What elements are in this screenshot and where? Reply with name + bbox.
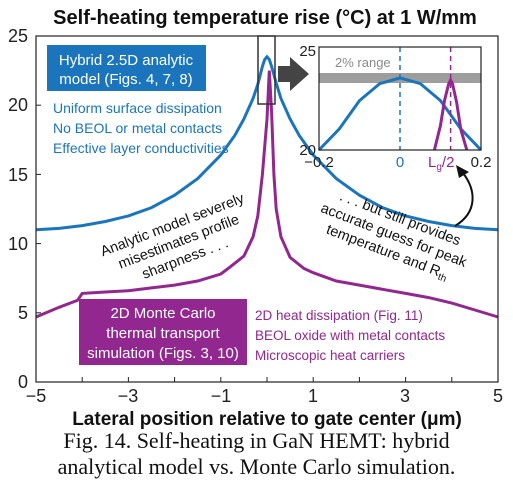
inset-lg-suffix: /2 (442, 154, 455, 171)
legend-monte-carlo-note: Microscopic heat carriers (255, 348, 405, 363)
legend-analytic-title: model (Figs. 4, 7, 8) (59, 71, 192, 88)
legend-monte-carlo: 2D Monte Carlo thermal transport simulat… (79, 299, 445, 365)
inset-lg-subscript: g (436, 162, 442, 173)
legend-analytic: Hybrid 2.5D analytic model (Figs. 4, 7, … (47, 45, 229, 156)
y-tick-label: 5 (18, 303, 28, 323)
callout-arrow (454, 172, 474, 227)
x-ticks (35, 377, 499, 382)
inset-y-tick-label: 25 (299, 43, 316, 60)
x-axis: −5 −3 −1 1 3 5 (26, 386, 503, 406)
legend-monte-carlo-note: 2D heat dissipation (Fig. 11) (255, 308, 423, 323)
inset-y-tick-label: 20 (299, 142, 316, 159)
inset-band-label: 2% range (335, 55, 391, 70)
inset: 2% range 25 20 −0.2 0 0.2 Lg/2 (299, 43, 491, 173)
x-tick-label: 5 (493, 386, 503, 406)
x-tick-label: −3 (118, 386, 139, 406)
caption-line: analytical model vs. Monte Carlo simulat… (57, 454, 456, 479)
y-ticks (36, 35, 41, 383)
x-tick-label: −1 (211, 386, 232, 406)
inset-frame (318, 46, 482, 151)
legend-analytic-note: Effective layer conductivities (53, 140, 229, 156)
series-analytic-line (35, 54, 499, 232)
x-tick-label: 1 (308, 386, 318, 406)
y-tick-label: 10 (8, 234, 28, 254)
x-tick-label: −5 (26, 386, 47, 406)
y-tick-label: 20 (8, 95, 28, 115)
callout-arrowhead (456, 165, 469, 178)
inset-lg-label: Lg/2 (428, 154, 454, 173)
inset-lg-letter: L (428, 154, 436, 171)
series-monte-carlo-line (35, 70, 499, 319)
zoom-arrow (278, 57, 309, 91)
legend-analytic-note: No BEOL or metal contacts (53, 120, 222, 136)
zoom-box (257, 35, 276, 105)
legend-monte-carlo-title: simulation (Figs. 3, 10) (87, 345, 239, 362)
annotation-right-subscript: th (436, 272, 448, 285)
legend-analytic-title: Hybrid 2.5D analytic (59, 52, 194, 69)
caption-line: Fig. 14. Self-heating in GaN HEMT: hybri… (63, 428, 450, 453)
y-tick-label: 15 (8, 165, 28, 185)
inset-x-tick-label: 0.2 (471, 154, 492, 171)
legend-analytic-note: Uniform surface dissipation (53, 100, 222, 116)
x-tick-label: 3 (400, 386, 410, 406)
legend-monte-carlo-title: 2D Monte Carlo (110, 305, 215, 322)
x-axis-label: Lateral position relative to gate center… (72, 409, 462, 430)
y-axis: 0 5 10 15 20 25 (8, 26, 28, 392)
inset-x-tick-label: 0 (396, 154, 404, 171)
chart-title: Self-heating temperature rise (°C) at 1 … (53, 7, 477, 29)
legend-monte-carlo-box (79, 299, 247, 365)
y-tick-label: 25 (8, 26, 28, 46)
annotation-right: . . . but still provides accurate guess … (318, 188, 469, 285)
legend-monte-carlo-note: BEOL oxide with metal contacts (255, 328, 445, 343)
inset-monte-carlo-line (432, 76, 469, 151)
legend-monte-carlo-title: thermal transport (106, 325, 220, 342)
annotation-left: Analytic model severely misestimates pro… (99, 190, 248, 282)
inset-x-tick-label: −0.2 (304, 154, 334, 171)
y-tick-label: 0 (18, 372, 28, 392)
legend-analytic-box (47, 45, 206, 91)
figure-caption: Fig. 14. Self-heating in GaN HEMT: hybri… (0, 428, 513, 480)
